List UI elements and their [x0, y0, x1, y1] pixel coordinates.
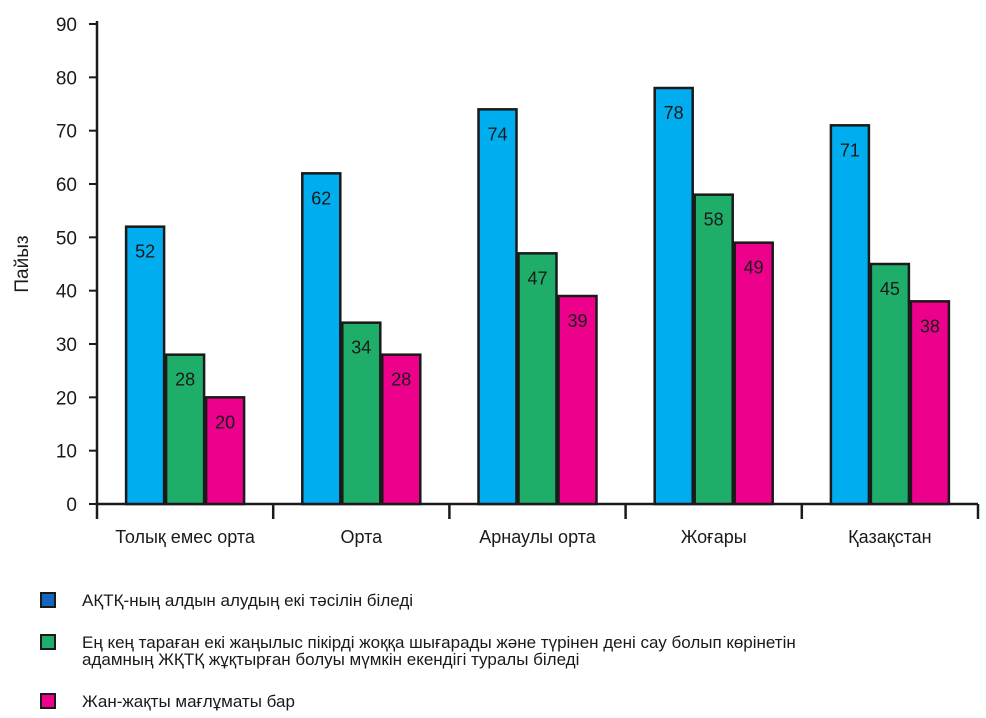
- y-tick-label: 40: [56, 282, 77, 303]
- y-tick-label: 60: [56, 175, 77, 196]
- data-label: 58: [704, 210, 724, 230]
- data-label: 34: [351, 338, 371, 358]
- x-tick-label: Қазақстан: [848, 527, 931, 547]
- bar: [869, 262, 911, 506]
- legend-swatch-2: [40, 634, 56, 650]
- data-label: 62: [311, 188, 331, 208]
- data-label: 20: [215, 412, 235, 432]
- bar: [204, 396, 246, 506]
- x-tick-label: Жоғары: [681, 527, 747, 547]
- legend-item-2: Ең кең тараған екі жаңылыс пікірді жоққа…: [40, 634, 796, 668]
- bar: [477, 108, 518, 506]
- bar: [301, 172, 342, 506]
- y-tick-label: 90: [56, 15, 77, 36]
- bar: [381, 353, 422, 506]
- bar: [829, 124, 871, 506]
- legend-swatch-3: [40, 693, 56, 709]
- y-tick-label: 70: [56, 122, 77, 143]
- y-tick-label: 20: [56, 388, 77, 409]
- bar: [909, 300, 951, 506]
- y-tick-label: 80: [56, 68, 77, 89]
- bar: [517, 252, 558, 506]
- legend-item-1: АҚТҚ-ның алдын алудың екі тәсілін біледі: [40, 592, 413, 609]
- data-label: 45: [880, 279, 900, 299]
- y-tick-label: 10: [56, 442, 77, 463]
- data-label: 38: [920, 316, 940, 336]
- bar: [164, 353, 206, 506]
- x-tick-label: Арнаулы орта: [479, 527, 596, 547]
- bar-chart: 0 10 20 30 40 50 60 70 80 90 Пайыз Толық емес орта 5…: [12, 15, 980, 547]
- bar: [341, 321, 382, 506]
- legend-item-3: Жан-жақты мағлұматы бар: [40, 693, 295, 710]
- bar: [124, 225, 166, 506]
- data-label: 47: [527, 268, 547, 288]
- data-label: 71: [840, 140, 860, 160]
- data-label: 28: [391, 370, 411, 390]
- x-tick-label: Орта: [340, 527, 383, 547]
- data-label: 52: [135, 242, 155, 262]
- bar: [693, 193, 734, 506]
- data-label: 78: [664, 103, 684, 123]
- legend-label-3: Жан-жақты мағлұматы бар: [82, 692, 295, 711]
- bar: [557, 294, 598, 506]
- legend-label-1: АҚТҚ-ның алдын алудың екі тәсілін біледі: [82, 591, 414, 610]
- data-label: 28: [175, 370, 195, 390]
- y-tick-label: 30: [56, 335, 77, 356]
- data-label: 49: [744, 258, 764, 278]
- legend-label-2: Ең кең тараған екі жаңылыс пікірді жоққа…: [82, 633, 796, 669]
- bar: [653, 86, 694, 506]
- y-axis-label: Пайыз: [12, 235, 33, 292]
- legend-swatch-1: [40, 592, 56, 608]
- y-tick-label: 50: [56, 228, 77, 249]
- data-label: 39: [567, 311, 587, 331]
- data-label: 74: [487, 124, 507, 144]
- y-tick-label: 0: [66, 495, 77, 516]
- x-tick-label: Толық емес орта: [115, 527, 256, 547]
- bar: [733, 241, 774, 506]
